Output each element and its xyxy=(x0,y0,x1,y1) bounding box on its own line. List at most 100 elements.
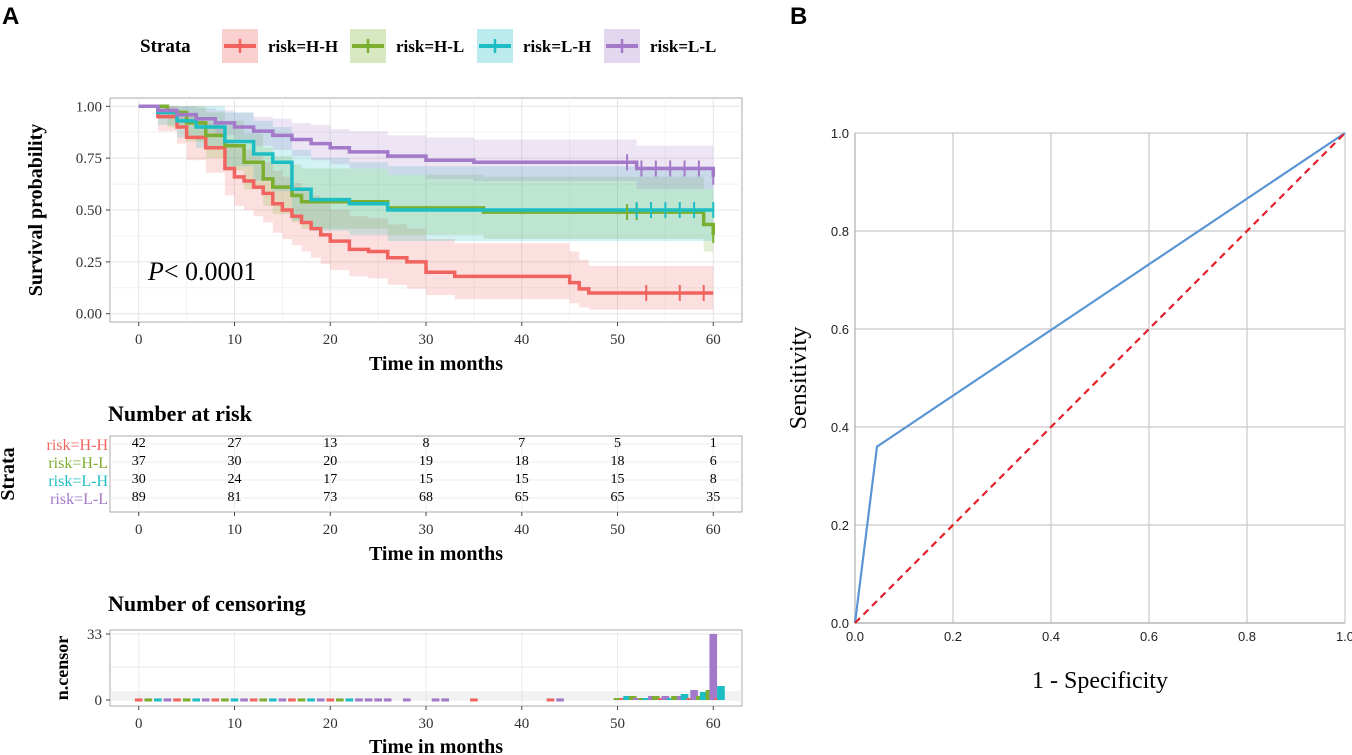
legend-item-lh: risk=L-H xyxy=(477,29,591,63)
confidence-band-lh xyxy=(138,106,714,242)
risk-cell: 30 xyxy=(132,472,146,487)
censor-bar-hl xyxy=(144,698,153,702)
censor-bar-lh xyxy=(345,698,354,702)
roc-plot: 0.0 0.2 0.4 0.6 0.8 1.0 0.0 0.2 0.4 0.6 0.8 1.0 1 … xyxy=(786,126,1352,694)
risk-cell: 68 xyxy=(419,490,433,505)
legend-item-hh: risk=H-H xyxy=(222,29,338,63)
censor-bar-lh xyxy=(268,698,277,702)
legend-label: risk=L-H xyxy=(523,37,591,56)
censor-bar-hl xyxy=(182,698,191,702)
censor-bar-lh xyxy=(154,698,162,702)
censor-bar-lh xyxy=(307,698,315,702)
censor-bar-lh xyxy=(642,698,651,700)
censoring-y-axis-title: n.censor xyxy=(52,636,72,701)
legend-label: risk=H-H xyxy=(268,37,338,56)
censor-bar-hh xyxy=(470,698,478,702)
risk-table-x-axis-title: Time in months xyxy=(369,543,503,565)
legend-title: Strata xyxy=(140,36,191,57)
y-tick-label: 0 xyxy=(95,693,103,709)
censor-bar-hh xyxy=(249,698,258,702)
censoring-plot: Number of censoring 0 33 0 10 20 30 40 50 60 Ti… xyxy=(52,591,743,755)
y-tick-label: 0.00 xyxy=(76,307,102,323)
risk-cell: 42 xyxy=(132,436,146,451)
risk-table-title: Number at risk xyxy=(108,401,253,426)
y-tick-label: 0.2 xyxy=(831,518,849,533)
censor-bar-hl xyxy=(297,698,306,702)
risk-row-label: risk=L-H xyxy=(48,473,108,490)
y-tick-label: 0.0 xyxy=(831,616,849,631)
confidence-band-hh xyxy=(138,106,714,310)
risk-cell: 18 xyxy=(611,454,625,469)
risk-cell: 13 xyxy=(323,436,337,451)
risk-row-hl: risk=H-L 37 30 20 19 18 18 6 xyxy=(48,454,716,472)
x-tick-label: 40 xyxy=(514,716,529,732)
risk-table-y-axis-title: Strata xyxy=(0,447,19,500)
risk-cell: 37 xyxy=(132,454,146,469)
x-tick-label: 0.8 xyxy=(1238,629,1256,644)
censor-bar-lh xyxy=(699,692,708,700)
x-tick-label: 60 xyxy=(706,716,721,732)
x-tick-label: 30 xyxy=(419,522,434,538)
censor-bar-ll xyxy=(690,690,698,700)
y-tick-label: 1.0 xyxy=(831,126,849,141)
censor-bar-hl xyxy=(671,696,679,700)
survival-x-axis-title: Time in months xyxy=(369,353,503,375)
risk-cell: 5 xyxy=(614,436,621,451)
censor-bar-hh xyxy=(173,698,181,702)
risk-cell: 8 xyxy=(710,472,717,487)
risk-row-hh: risk=H-H 42 27 13 8 7 5 1 xyxy=(47,436,717,454)
legend-label: risk=H-L xyxy=(396,37,464,56)
confidence-band-hl xyxy=(138,106,714,258)
censor-bar-lh xyxy=(192,698,201,702)
risk-cell: 15 xyxy=(515,472,529,487)
censor-bar-lh xyxy=(717,686,725,700)
censor-bar-hh xyxy=(326,698,335,702)
y-tick-label: 0.6 xyxy=(831,322,849,337)
x-tick-label: 10 xyxy=(227,522,242,538)
legend-item-hl: risk=H-L xyxy=(350,29,464,63)
x-tick-label: 0 xyxy=(135,522,143,538)
censor-bar-hh xyxy=(211,698,220,702)
risk-cell: 17 xyxy=(323,472,337,487)
censor-bar-ll xyxy=(441,698,449,702)
x-tick-label: 0 xyxy=(135,716,143,732)
censor-bar-hl xyxy=(259,698,268,702)
x-tick-label: 0 xyxy=(135,332,143,348)
censor-bar-hl xyxy=(335,698,344,702)
censor-bar-hh xyxy=(657,698,666,700)
censoring-plot-title: Number of censoring xyxy=(108,591,306,616)
risk-cell: 20 xyxy=(323,454,337,469)
censor-bar-ll xyxy=(383,698,392,702)
risk-row-label: risk=H-H xyxy=(47,437,109,454)
censor-bar-ll xyxy=(316,698,325,702)
x-tick-label: 50 xyxy=(610,522,625,538)
risk-cell: 81 xyxy=(227,490,241,505)
reference-diagonal xyxy=(854,132,1346,624)
risk-cell: 65 xyxy=(611,490,625,505)
x-tick-label: 0.2 xyxy=(944,629,962,644)
roc-x-axis-title: 1 - Specificity xyxy=(1032,668,1168,694)
x-tick-label: 40 xyxy=(514,522,529,538)
risk-cell: 30 xyxy=(227,454,241,469)
censor-bar-ll xyxy=(632,698,641,700)
p-value-annotation: P< 0.0001 xyxy=(147,257,257,286)
y-tick-label: 0.25 xyxy=(76,255,102,271)
legend: Strata risk=H-H risk=H-L risk=L-H risk=L-L xyxy=(140,29,716,63)
y-tick-label: 0.75 xyxy=(76,151,102,167)
risk-row-label: risk=H-L xyxy=(48,455,108,472)
censor-bar-hl xyxy=(651,696,660,700)
x-tick-label: 1.0 xyxy=(1336,629,1352,644)
censor-bar-ll xyxy=(661,696,670,700)
censor-bar-ll xyxy=(709,634,718,700)
risk-cell: 18 xyxy=(515,454,529,469)
survival-curve-ll xyxy=(138,104,716,177)
risk-table: Number at risk risk=H-H 42 27 13 8 7 5 1risk=H-… xyxy=(0,401,743,565)
risk-row-lh: risk=L-H 30 24 17 15 15 15 8 xyxy=(48,472,716,490)
legend-label: risk=L-L xyxy=(650,37,716,56)
censor-bar-lh xyxy=(680,694,689,700)
risk-cell: 24 xyxy=(227,472,241,487)
x-tick-label: 0.6 xyxy=(1140,629,1158,644)
risk-cell: 73 xyxy=(323,490,337,505)
survival-curve-lh xyxy=(138,104,714,212)
risk-cell: 65 xyxy=(515,490,529,505)
